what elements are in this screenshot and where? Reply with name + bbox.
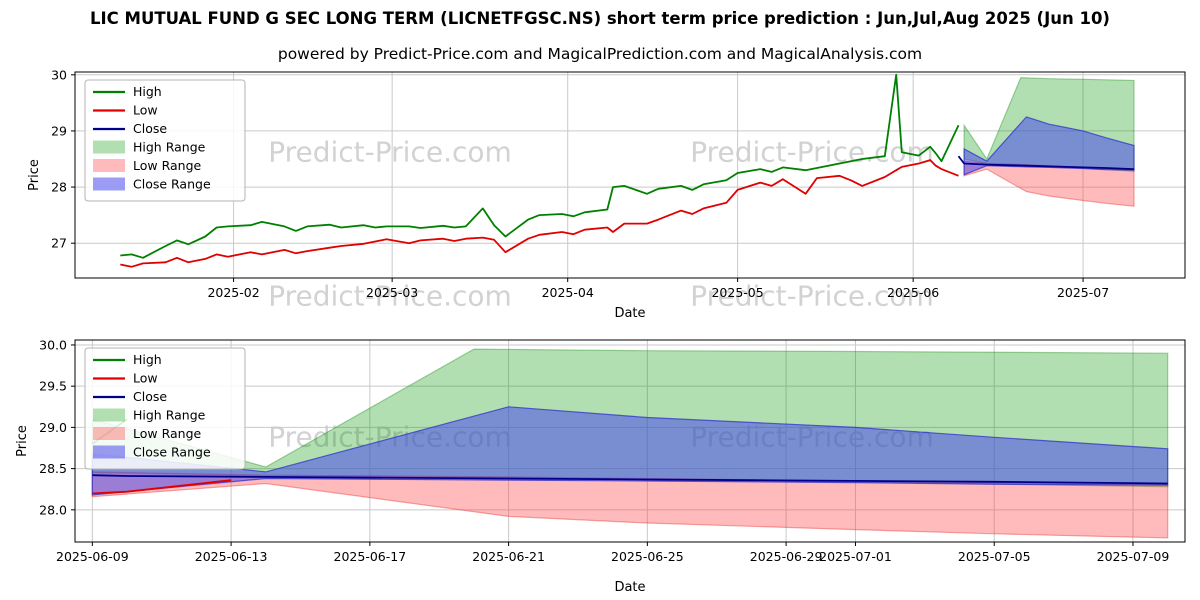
watermark-text: Predict-Price.com bbox=[690, 135, 934, 169]
y-tick-label: 29.0 bbox=[39, 420, 67, 435]
close-range-legend-swatch bbox=[93, 445, 125, 459]
low-range-legend-swatch bbox=[93, 159, 125, 172]
historical-price-with-prediction-svg: 2025-02 2025-03 2025-04 2025-05 2025-06 2025-… bbox=[27, 67, 1186, 321]
low-legend-label: Low bbox=[133, 371, 158, 386]
x-tick-label: 2025-07-09 bbox=[1097, 549, 1170, 564]
x-tick-label: 2025-06-25 bbox=[611, 549, 684, 564]
x-tick-label: 2025-03 bbox=[366, 285, 418, 300]
y-tick-label: 28.5 bbox=[39, 461, 67, 476]
x-tick-label: 2025-06 bbox=[887, 285, 939, 300]
prediction-zoom-svg: 2025-06-09 2025-06-13 2025-06-17 2025-06-21… bbox=[15, 337, 1186, 595]
y-axis-label: Price bbox=[15, 425, 30, 457]
x-tick-label: 2025-07-05 bbox=[958, 549, 1031, 564]
price-history-chart: 2025-02 2025-03 2025-04 2025-05 2025-06 2025-… bbox=[0, 60, 1200, 326]
y-tick-label: 30.0 bbox=[39, 337, 67, 352]
low-line bbox=[120, 159, 959, 268]
plot-border bbox=[74, 71, 1186, 279]
plot-border bbox=[74, 339, 1186, 543]
low-legend-label: Low bbox=[133, 103, 158, 118]
low-range-legend-label: Low Range bbox=[133, 158, 202, 173]
x-tick-label: 2025-07-01 bbox=[819, 549, 892, 564]
close-legend-label: Close bbox=[133, 121, 167, 136]
x-tick-label: 2025-07 bbox=[1057, 285, 1109, 300]
close-line bbox=[92, 474, 1168, 485]
x-tick-label: 2025-06-29 bbox=[750, 549, 823, 564]
x-tick-label: 2025-06-21 bbox=[472, 549, 545, 564]
close-line bbox=[957, 155, 1135, 170]
y-tick-label: 29.5 bbox=[39, 379, 67, 394]
high-range-legend-swatch bbox=[93, 140, 125, 154]
y-axis-label: Price bbox=[27, 159, 42, 191]
prediction-zoom-chart: 2025-06-09 2025-06-13 2025-06-17 2025-06-21… bbox=[0, 332, 1200, 600]
low-range-legend-swatch bbox=[93, 427, 125, 440]
x-tick-label: 2025-06-09 bbox=[56, 549, 129, 564]
x-tick-label: 2025-04 bbox=[542, 285, 594, 300]
close-legend-label: Close bbox=[133, 389, 167, 404]
y-tick-label: 28.0 bbox=[39, 502, 67, 517]
y-tick-label: 27 bbox=[51, 236, 67, 251]
watermark-text: Predict-Price.com bbox=[690, 279, 934, 313]
page-title: LIC MUTUAL FUND G SEC LONG TERM (LICNETF… bbox=[90, 9, 1110, 28]
high-legend-label: High bbox=[133, 352, 162, 367]
x-tick-label: 2025-05 bbox=[711, 285, 763, 300]
x-axis-label: Date bbox=[614, 306, 645, 321]
high-line bbox=[120, 73, 960, 259]
close-range-legend-label: Close Range bbox=[133, 177, 211, 192]
y-tick-label: 28 bbox=[51, 180, 67, 195]
low-line bbox=[92, 479, 232, 495]
close-range-legend-swatch bbox=[93, 177, 125, 191]
high-range-legend-label: High Range bbox=[133, 140, 206, 155]
watermark-text: Predict-Price.com bbox=[268, 135, 512, 169]
x-tick-label: 2025-06-17 bbox=[334, 549, 407, 564]
high-legend-label: High bbox=[133, 84, 162, 99]
y-tick-label: 30 bbox=[51, 67, 67, 82]
close-range-band bbox=[91, 406, 1169, 496]
high-range-legend-label: High Range bbox=[133, 408, 206, 423]
x-tick-label: 2025-06-13 bbox=[195, 549, 268, 564]
high-range-legend-swatch bbox=[93, 408, 125, 422]
x-axis-label: Date bbox=[614, 580, 645, 595]
page-subtitle: powered by Predict-Price.com and Magical… bbox=[277, 45, 923, 63]
low-range-legend-label: Low Range bbox=[133, 426, 202, 441]
close-range-legend-label: Close Range bbox=[133, 445, 211, 460]
x-tick-label: 2025-02 bbox=[207, 285, 259, 300]
y-tick-label: 29 bbox=[51, 123, 67, 138]
watermark-text: Predict-Price.com bbox=[268, 279, 512, 313]
close-range-band bbox=[963, 116, 1135, 176]
